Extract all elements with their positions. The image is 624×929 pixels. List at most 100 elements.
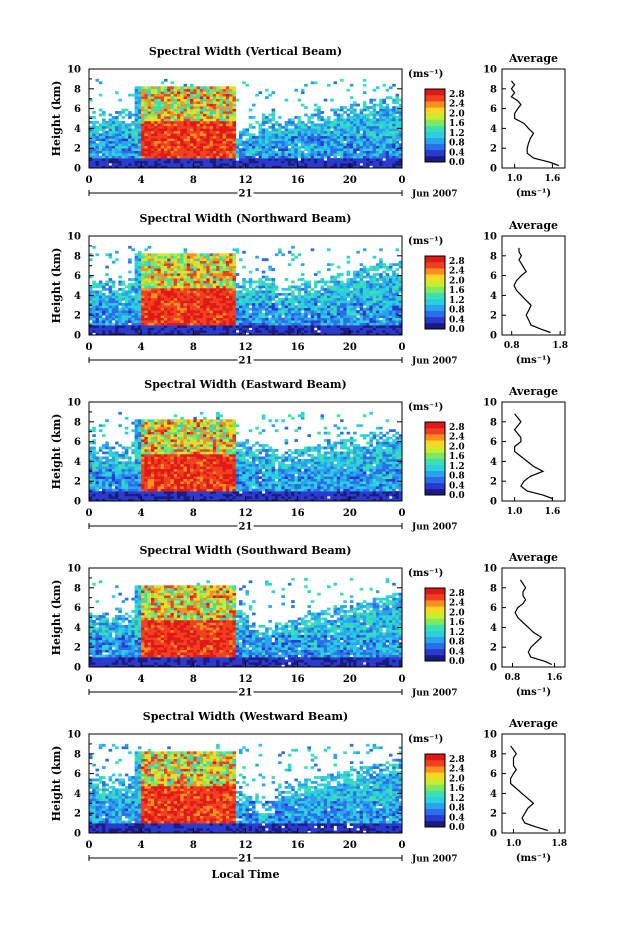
heatmap-cell xyxy=(222,273,227,276)
heatmap-cell xyxy=(330,108,334,112)
heatmap-cell xyxy=(353,295,357,299)
heatmap-cell xyxy=(330,317,334,321)
heatmap-cell xyxy=(284,165,289,169)
heatmap-cell xyxy=(232,116,237,119)
heatmap-cell xyxy=(163,78,168,82)
heatmap-cell xyxy=(346,140,351,144)
heatmap-cell xyxy=(170,310,175,314)
heatmap-cell xyxy=(209,285,214,289)
heatmap-cell xyxy=(323,310,328,314)
heatmap-cell xyxy=(349,163,354,166)
heatmap-cell xyxy=(278,163,282,166)
heatmap-cell xyxy=(382,160,386,164)
heatmap-cell xyxy=(216,160,220,164)
heatmap-cell xyxy=(310,310,315,314)
heatmap-cell xyxy=(137,160,142,164)
heatmap-cell xyxy=(216,91,220,95)
heatmap-cell xyxy=(212,297,217,301)
heatmap-cell xyxy=(121,320,126,323)
heatmap-cell xyxy=(95,160,100,164)
heatmap-cell xyxy=(274,320,279,323)
heatmap-cell xyxy=(349,285,354,289)
heatmap-cell xyxy=(271,123,276,127)
heatmap-cell xyxy=(95,325,100,328)
heatmap-cell xyxy=(340,128,344,132)
heatmap-cell xyxy=(317,160,321,164)
heatmap-cell xyxy=(180,138,184,142)
heatmap-cell xyxy=(379,108,383,112)
heatmap-cell xyxy=(199,163,204,166)
heatmap-cell xyxy=(170,297,175,301)
heatmap-cell xyxy=(359,116,364,119)
heatmap-cell xyxy=(134,325,139,328)
heatmap-cell xyxy=(186,113,191,117)
heatmap-cell xyxy=(229,325,233,328)
heatmap-cell xyxy=(124,138,129,142)
heatmap-cell xyxy=(245,290,250,294)
heatmap-cell xyxy=(196,135,201,139)
heatmap-cell xyxy=(225,118,230,122)
heatmap-cell xyxy=(330,98,334,102)
heatmap-cell xyxy=(258,91,263,95)
heatmap-cell xyxy=(190,327,194,331)
heatmap-cell xyxy=(323,305,328,309)
heatmap-cell xyxy=(216,255,220,259)
heatmap-cell xyxy=(124,285,129,289)
heatmap-cell xyxy=(134,255,139,259)
heatmap-cell xyxy=(190,93,194,97)
heatmap-cell xyxy=(392,108,396,112)
heatmap-cell xyxy=(173,287,178,291)
heatmap-cell xyxy=(190,300,194,304)
heatmap-cell xyxy=(343,130,347,134)
heatmap-cell xyxy=(379,98,383,102)
heatmap-cell xyxy=(353,153,357,156)
heatmap-cell xyxy=(323,133,328,137)
heatmap-cell xyxy=(212,332,217,336)
heatmap-cell xyxy=(199,330,204,333)
heatmap-cell xyxy=(170,325,175,328)
heatmap-cell xyxy=(238,312,243,316)
heatmap-cell xyxy=(154,135,158,139)
heatmap-cell xyxy=(163,287,168,291)
heatmap-cell xyxy=(238,322,243,326)
heatmap-cell xyxy=(382,285,386,289)
heatmap-cell xyxy=(212,283,217,286)
heatmap-cell xyxy=(392,307,396,311)
heatmap-cell xyxy=(160,315,165,318)
heatmap-cell xyxy=(121,130,126,134)
heatmap-cell xyxy=(92,133,96,137)
heatmap-cell xyxy=(98,327,103,331)
heatmap-cell xyxy=(225,116,230,119)
heatmap-cell xyxy=(372,325,377,328)
heatmap-cell xyxy=(147,96,152,99)
heatmap-cell xyxy=(167,325,171,328)
heatmap-cell xyxy=(320,292,325,296)
heatmap-cell xyxy=(150,103,155,107)
heatmap-cell xyxy=(173,133,178,137)
heatmap-cell xyxy=(366,300,370,304)
heatmap-cell xyxy=(333,120,338,124)
heatmap-cell xyxy=(382,295,386,299)
heatmap-cell xyxy=(167,138,171,142)
heatmap-cell xyxy=(183,307,188,311)
heatmap-cell xyxy=(219,305,223,309)
heatmap-cell xyxy=(180,297,184,301)
heatmap-cell xyxy=(131,120,135,124)
heatmap-cell xyxy=(219,98,223,102)
heatmap-cell xyxy=(255,332,259,336)
heatmap-cell xyxy=(343,307,347,311)
heatmap-cell xyxy=(369,143,373,147)
heatmap-cell xyxy=(225,265,230,269)
heatmap-cell xyxy=(248,160,253,164)
heatmap-cell xyxy=(92,307,96,311)
heatmap-cell xyxy=(157,320,162,323)
heatmap-cell xyxy=(190,290,194,294)
heatmap-cell xyxy=(333,108,338,112)
heatmap-cell xyxy=(343,305,347,309)
heatmap-cell xyxy=(186,108,191,112)
heatmap-cell xyxy=(379,248,383,252)
heatmap-cell xyxy=(108,125,113,129)
heatmap-cell xyxy=(300,133,305,137)
heatmap-cell xyxy=(333,312,338,316)
heatmap-cell xyxy=(163,263,168,266)
